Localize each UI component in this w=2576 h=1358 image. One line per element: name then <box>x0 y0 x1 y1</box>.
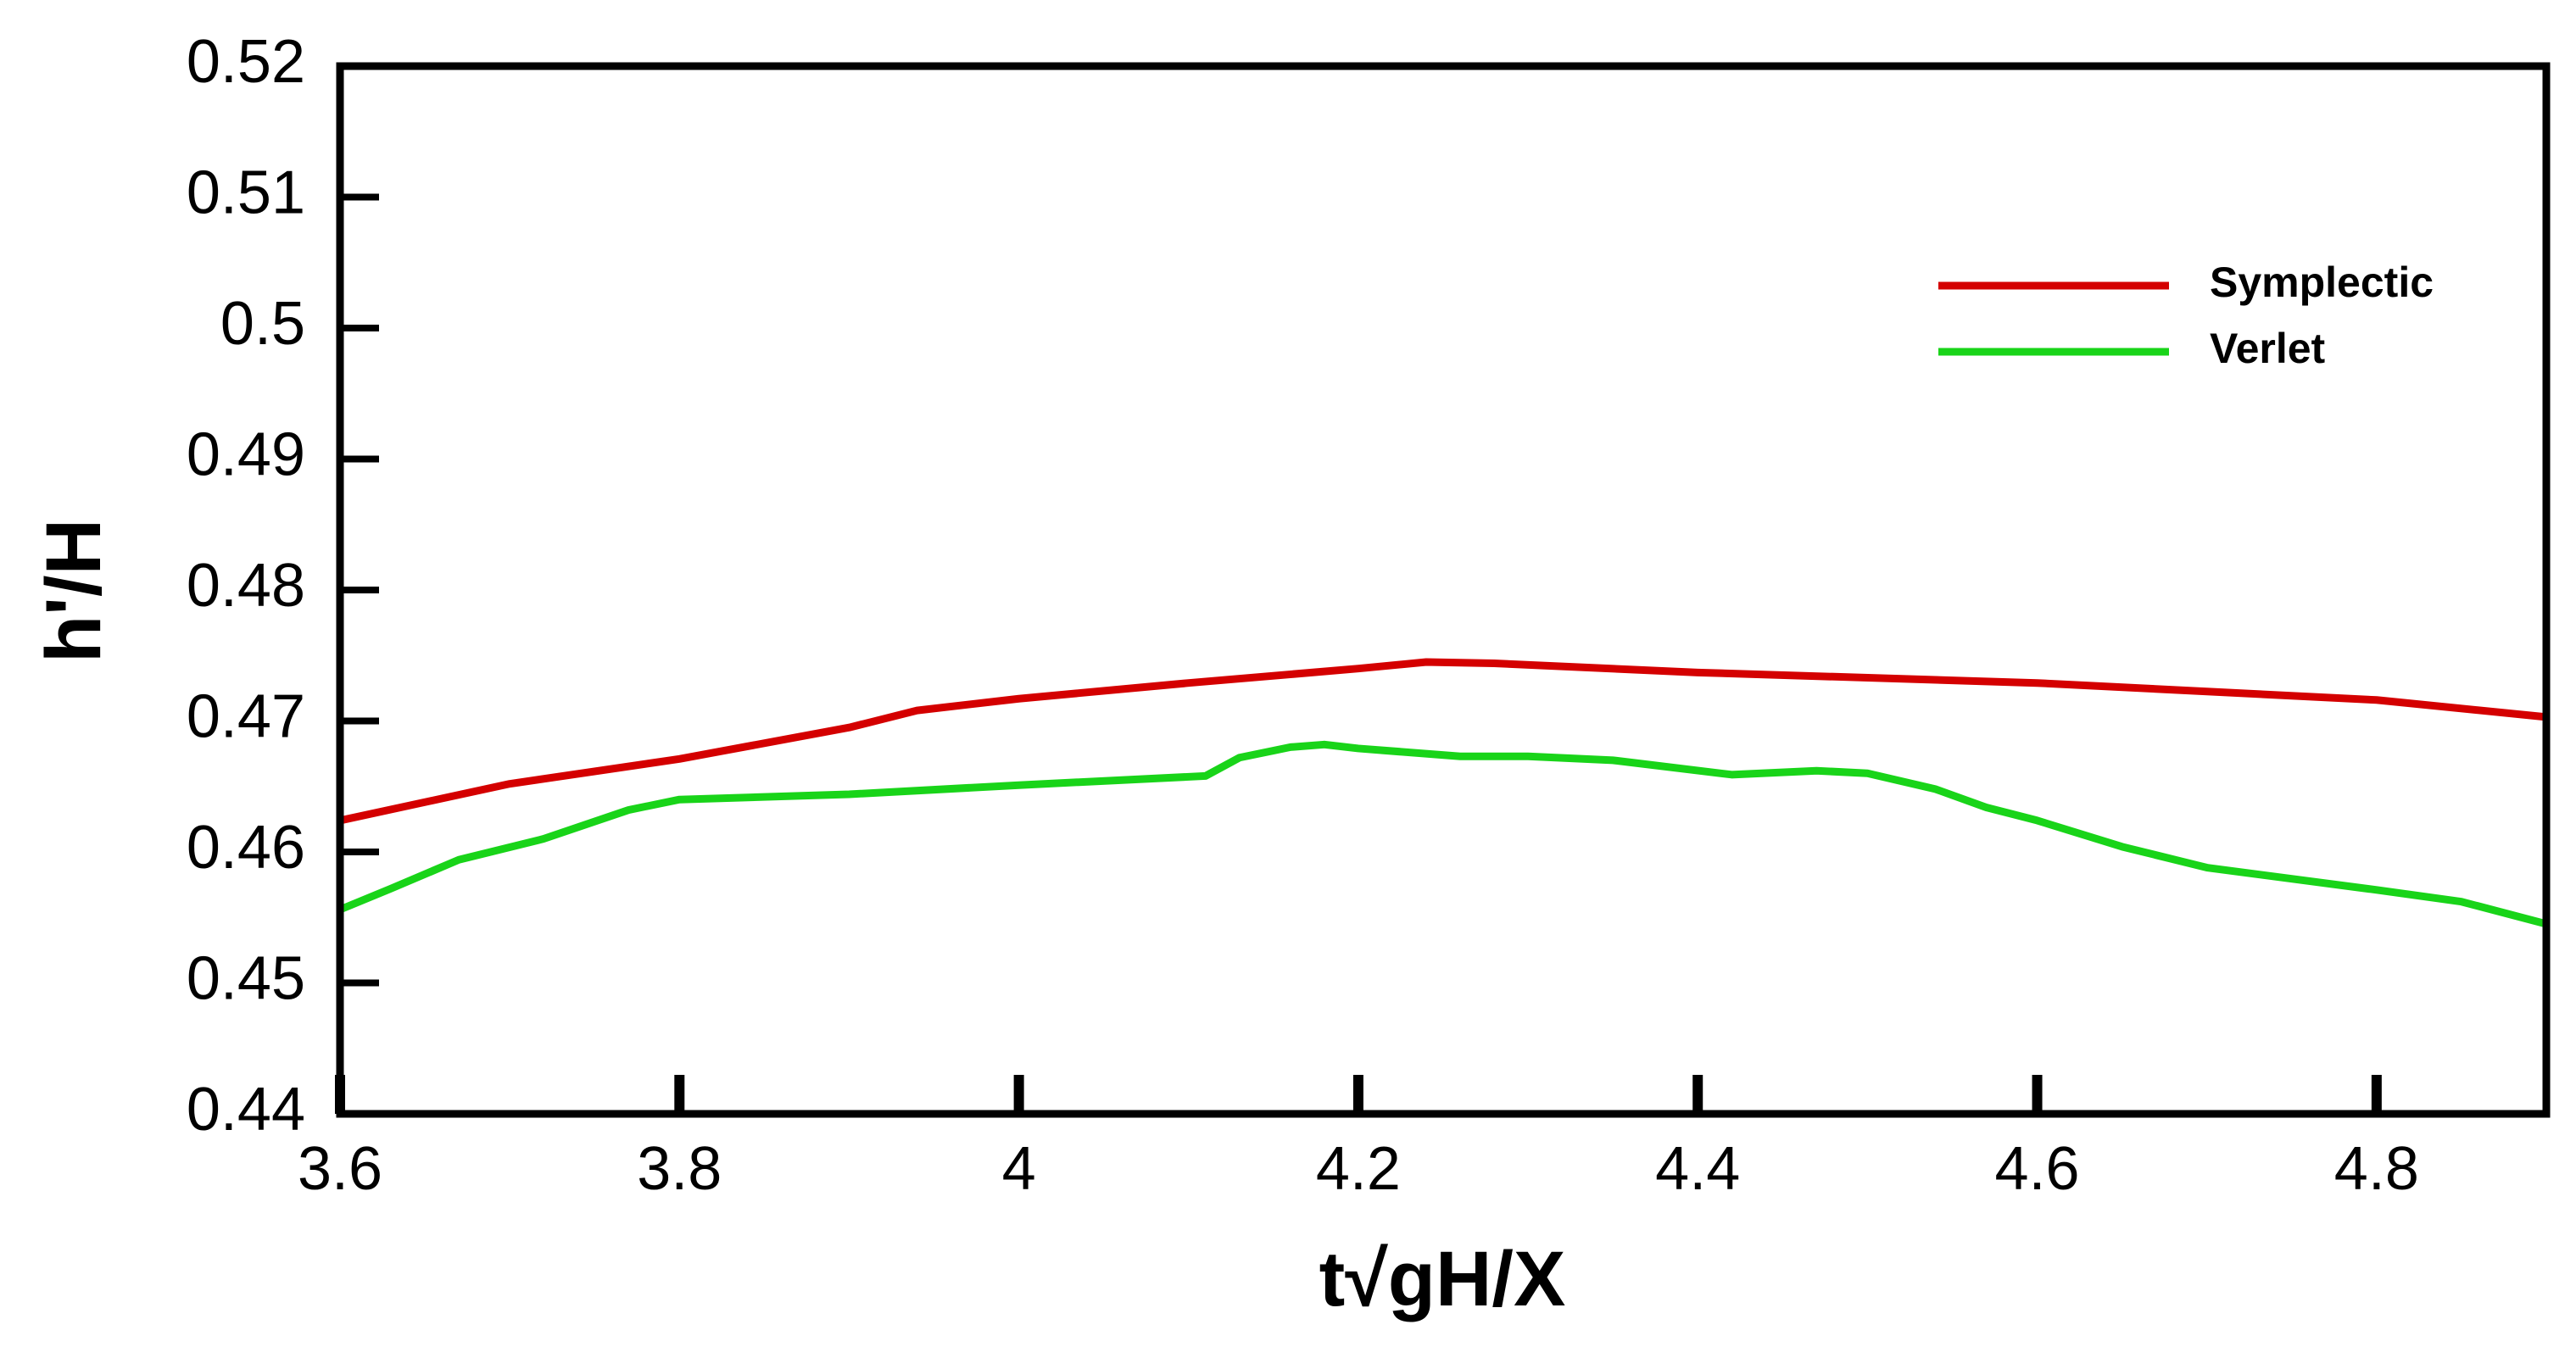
y-tick-label: 0.51 <box>187 159 305 227</box>
x-tick-label: 3.6 <box>298 1135 382 1203</box>
x-tick-label: 4.6 <box>1994 1135 2079 1203</box>
y-tick-label: 0.5 <box>220 290 305 358</box>
x-axis-title: t√gH/X <box>1319 1236 1566 1322</box>
y-tick-label: 0.44 <box>187 1076 305 1144</box>
x-tick-label: 4.4 <box>1655 1135 1740 1203</box>
y-axis-title: h'/H <box>31 519 117 663</box>
y-tick-label: 0.47 <box>187 683 305 751</box>
x-tick-label: 3.8 <box>637 1135 722 1203</box>
x-tick-label: 4.2 <box>1316 1135 1401 1203</box>
y-tick-label: 0.45 <box>187 945 305 1013</box>
x-tick-label: 4.8 <box>2334 1135 2419 1203</box>
legend-label: Verlet <box>2210 325 2326 372</box>
legend-label: Symplectic <box>2210 259 2434 306</box>
data-line <box>338 740 2548 928</box>
y-tick-label: 0.46 <box>187 814 305 882</box>
plot-frame <box>336 62 2551 1118</box>
x-tick-label: 4 <box>1002 1135 1036 1203</box>
data-line <box>339 658 2547 825</box>
y-tick-label: 0.49 <box>187 421 305 489</box>
y-tick-label: 0.52 <box>187 28 305 96</box>
y-tick-label: 0.48 <box>187 552 305 620</box>
